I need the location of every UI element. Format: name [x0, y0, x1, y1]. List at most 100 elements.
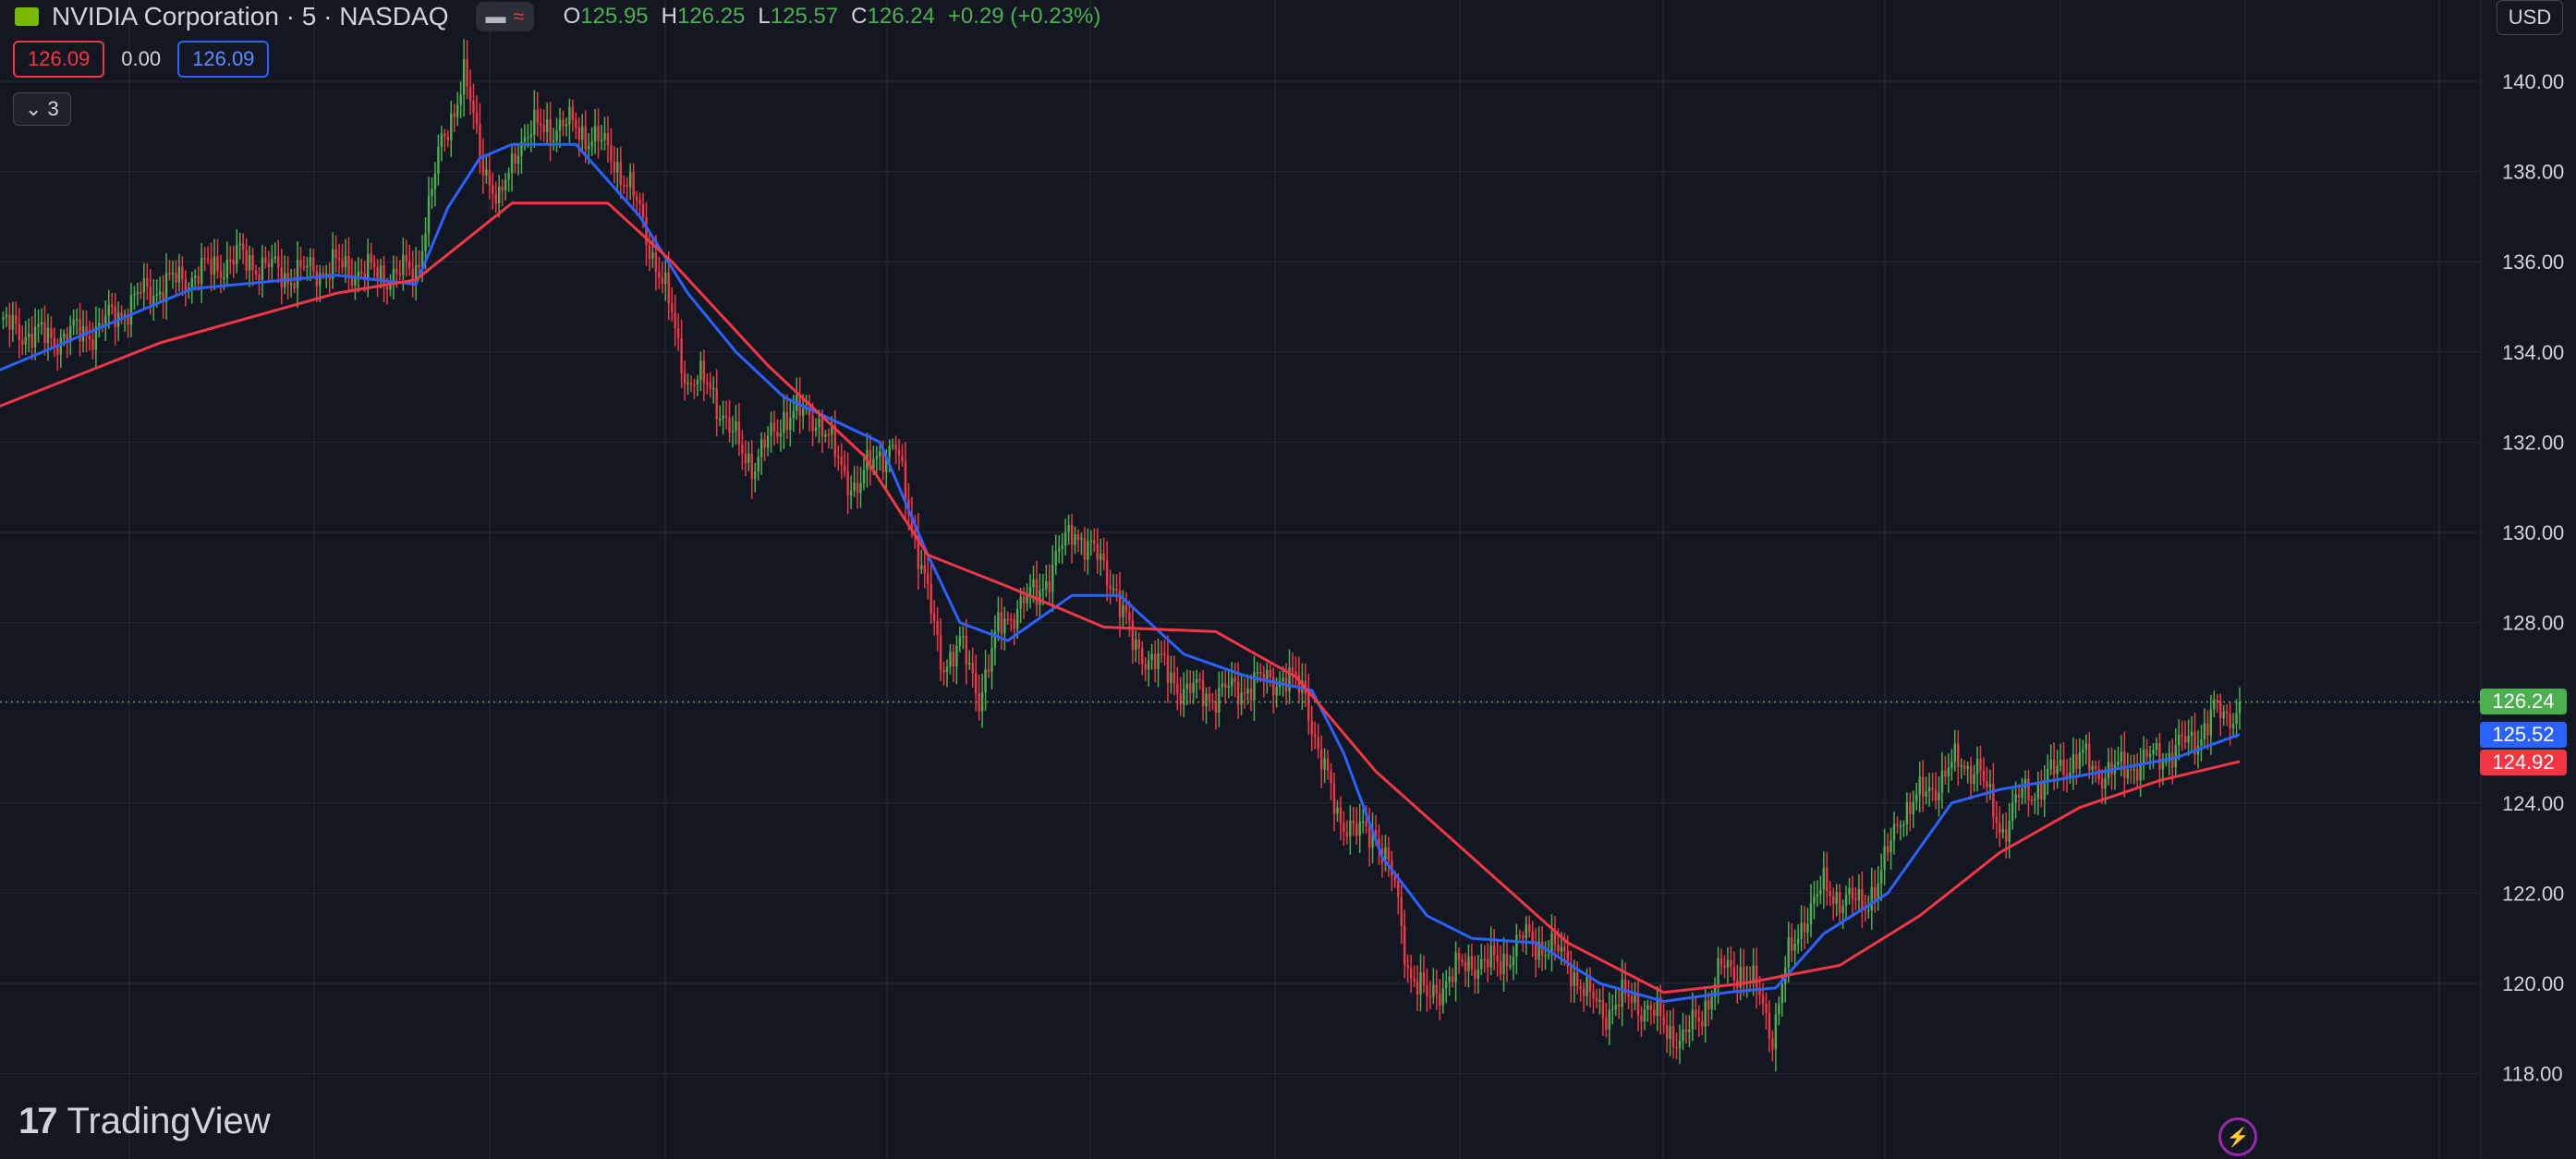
- candle-body: [542, 125, 545, 133]
- candle-body: [1918, 776, 1921, 795]
- candle-body: [2011, 802, 2014, 822]
- candle-body: [30, 334, 33, 348]
- candle-body: [1518, 934, 1522, 937]
- candle-body: [1317, 737, 1319, 750]
- candle-body: [536, 109, 539, 124]
- tradingview-brand[interactable]: 17 TradingView: [18, 1101, 271, 1142]
- candle-body: [149, 287, 152, 305]
- candle-body: [968, 663, 971, 665]
- candle-body: [1115, 589, 1118, 592]
- candle-body: [1525, 924, 1527, 939]
- candle-body: [85, 325, 88, 336]
- lightning-icon[interactable]: ⚡: [2218, 1117, 2257, 1156]
- compare-icon[interactable]: ≈: [513, 5, 525, 28]
- candle-body: [1467, 956, 1470, 971]
- candle-body: [1909, 802, 1912, 815]
- candle-body: [1093, 540, 1096, 544]
- candle-body: [949, 652, 952, 667]
- visibility-toggle[interactable]: ▬ ≈: [476, 2, 534, 31]
- candle-body: [1266, 669, 1269, 681]
- candle-body: [271, 259, 273, 268]
- candle-body: [923, 565, 926, 574]
- candle-body: [1826, 867, 1829, 892]
- candle-body: [1950, 762, 1953, 768]
- candle-body: [241, 243, 245, 250]
- candle-body: [1975, 758, 1979, 775]
- candle-body: [324, 274, 328, 275]
- candle-body: [1899, 825, 1902, 827]
- candle-body: [1243, 692, 1246, 694]
- candle-body: [1723, 965, 1726, 968]
- candle-body: [2069, 773, 2072, 779]
- candle-body: [853, 482, 856, 492]
- candle-body: [1272, 677, 1275, 696]
- candle-body: [1345, 832, 1349, 837]
- candle-body: [236, 245, 238, 265]
- candle-body: [107, 304, 110, 316]
- indicator-collapse-button[interactable]: ⌄ 3: [13, 92, 71, 126]
- nvidia-logo-icon: [15, 7, 39, 26]
- candle-body: [1131, 620, 1135, 651]
- candle-body: [1288, 667, 1291, 692]
- candle-body: [431, 189, 433, 196]
- candle-body: [894, 445, 897, 450]
- candle-body: [334, 250, 337, 258]
- candle-body: [939, 634, 942, 670]
- candle-body: [152, 295, 155, 305]
- candle-body: [2168, 752, 2171, 762]
- candle-body: [1144, 664, 1147, 670]
- candle-body: [1330, 770, 1332, 784]
- currency-button[interactable]: USD: [2497, 0, 2563, 35]
- candle-body: [162, 291, 164, 302]
- candle-body: [2206, 723, 2209, 736]
- ema-slow-value[interactable]: 126.09: [13, 41, 105, 78]
- candle-body: [1765, 1003, 1768, 1013]
- candle-body: [1428, 995, 1432, 998]
- ema-fast-value[interactable]: 126.09: [177, 41, 270, 78]
- candle-body: [859, 482, 862, 494]
- candle-body: [1349, 821, 1352, 837]
- candle-body: [984, 669, 987, 692]
- candle-body: [1502, 954, 1505, 975]
- candle-body: [1406, 965, 1409, 969]
- candle-body: [993, 631, 997, 649]
- candle-body: [1701, 1021, 1704, 1027]
- candle-body: [1979, 758, 1982, 772]
- candle-body: [1966, 765, 1969, 769]
- candle-body: [862, 470, 866, 483]
- candle-body: [331, 250, 334, 279]
- candle-body: [597, 126, 600, 141]
- chart-header: NVIDIA Corporation · 5 · NASDAQ ▬ ≈ O125…: [0, 0, 1100, 33]
- symbol-title[interactable]: NVIDIA Corporation · 5 · NASDAQ: [52, 2, 449, 30]
- candle-body: [1343, 823, 1345, 833]
- candle-body: [516, 155, 520, 164]
- candle-body: [1262, 674, 1266, 681]
- candle-body: [120, 312, 123, 317]
- candle-body: [206, 258, 210, 261]
- candle-body: [1586, 976, 1588, 996]
- candle-body: [2222, 711, 2225, 719]
- candle-body: [1803, 922, 1806, 933]
- candle-body: [1509, 965, 1512, 967]
- candle-body: [414, 264, 418, 283]
- candle-body: [2238, 702, 2242, 714]
- candle-body: [1886, 846, 1889, 853]
- candle-body: [1153, 653, 1157, 669]
- candle-body: [72, 319, 75, 326]
- candle-body: [1137, 639, 1140, 649]
- candle-body: [571, 106, 575, 120]
- candle-body: [418, 264, 420, 268]
- candle-body: [1201, 680, 1205, 707]
- candle-body: [1927, 787, 1931, 792]
- eye-icon[interactable]: ▬: [485, 5, 506, 28]
- candle-body: [2052, 759, 2056, 775]
- candle-body: [293, 283, 296, 289]
- candle-body: [1778, 1003, 1780, 1015]
- candle-body: [1100, 553, 1102, 560]
- candle-body: [1848, 887, 1851, 896]
- candle-body: [1435, 984, 1439, 994]
- candle-body: [40, 322, 43, 324]
- candle-body: [808, 407, 811, 416]
- candle-body: [1096, 543, 1099, 560]
